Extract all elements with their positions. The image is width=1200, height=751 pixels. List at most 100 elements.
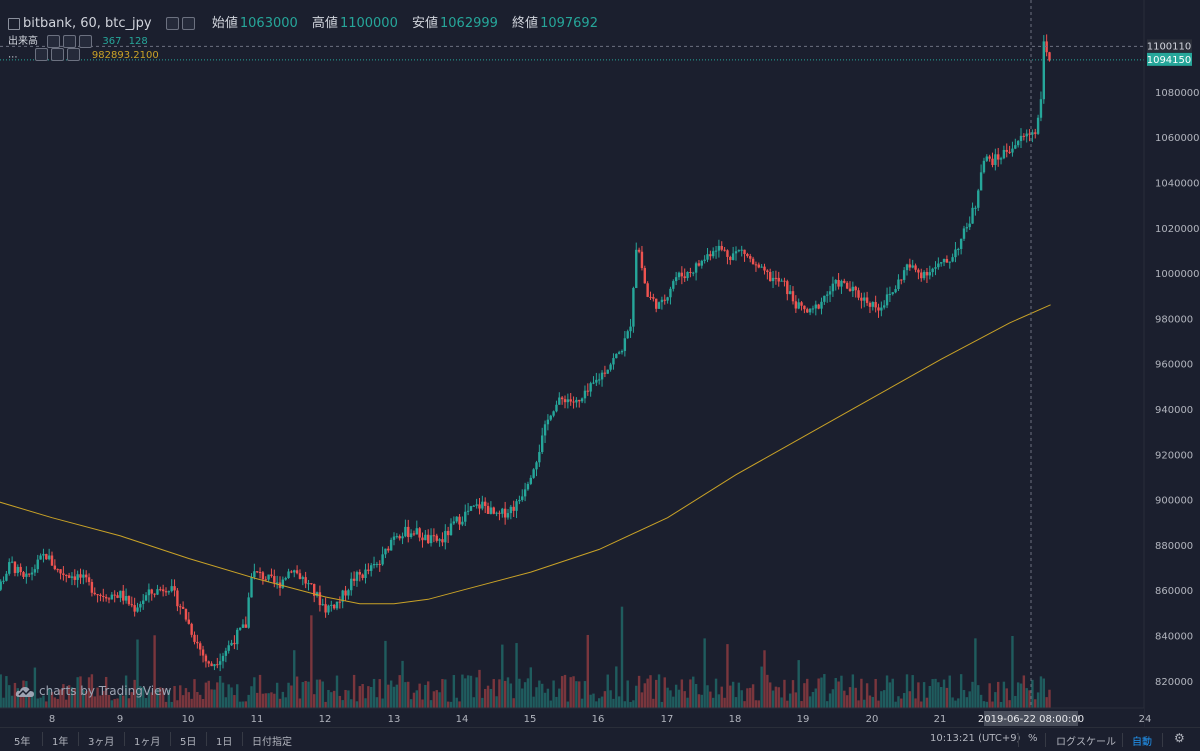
candle-body-295 <box>823 295 826 302</box>
candle-body-79 <box>207 661 210 664</box>
volume-bar-225 <box>623 701 627 708</box>
candle-body-255 <box>709 254 712 257</box>
candle-body-258 <box>717 245 721 251</box>
volume-bar-29 <box>65 699 68 708</box>
candle-body-163 <box>446 530 450 536</box>
candle-body-292 <box>814 304 817 309</box>
cloud-icon <box>15 686 35 697</box>
volume-bar-346 <box>968 691 971 708</box>
volume-bar-310 <box>865 683 869 708</box>
volume-bar-77 <box>201 699 205 708</box>
candle-body-12 <box>16 566 19 573</box>
candle-body-305 <box>851 286 855 292</box>
candle-body-80 <box>210 663 213 667</box>
time-tick-5: 13 <box>388 714 401 725</box>
candle-body-242 <box>672 281 675 289</box>
candle-body-129 <box>350 578 353 591</box>
ma-label: ... <box>8 49 18 61</box>
volume-bar-113 <box>304 680 307 708</box>
candle-body-105 <box>281 579 285 588</box>
candle-body-287 <box>800 302 803 306</box>
volume-close-icon[interactable] <box>79 34 93 48</box>
high-price-tag-label: 1100110 <box>1147 41 1192 52</box>
timeframe-1y[interactable]: 1年 <box>52 737 69 748</box>
volume-hide-icon[interactable] <box>63 34 77 48</box>
candle-body-158 <box>432 535 436 537</box>
open-value: 1063000 <box>239 16 298 31</box>
timeframe-1m[interactable]: 1ヶ月 <box>134 737 161 748</box>
candle-body-321 <box>897 279 900 290</box>
symbol-title: bitbank, 60, btc_jpy <box>23 16 152 31</box>
candle-body-245 <box>680 272 684 277</box>
volume-bar-43 <box>104 676 108 708</box>
volume-bar-275 <box>766 674 769 708</box>
settings-icon[interactable] <box>165 17 179 30</box>
candle-body-173 <box>475 504 478 506</box>
volume-settings-icon[interactable] <box>47 34 61 48</box>
time-axis-bg[interactable] <box>0 708 1144 727</box>
volume-bar-304 <box>848 687 852 708</box>
volume-bar-85 <box>224 697 228 708</box>
tradingview-watermark[interactable]: charts by TradingView <box>15 684 171 698</box>
candle-body-217 <box>600 372 604 380</box>
candle-body-363 <box>1016 141 1020 146</box>
volume-bar-293 <box>817 678 820 708</box>
candle-body-140 <box>381 554 384 565</box>
volume-bar-291 <box>811 691 815 708</box>
candle-body-76 <box>199 643 202 650</box>
volume-bar-139 <box>378 679 381 708</box>
candle-body-58 <box>147 589 151 596</box>
candle-body-308 <box>860 297 863 301</box>
candle-body-311 <box>868 302 872 307</box>
date-range-button[interactable]: 日付指定 <box>252 737 292 748</box>
volume-bar-295 <box>823 674 826 708</box>
volume-bar-330 <box>922 682 926 708</box>
volume-bars <box>0 606 1051 708</box>
volume-bar-266 <box>740 690 743 708</box>
candle-body-157 <box>429 535 433 544</box>
log-scale-toggle[interactable]: ログスケール <box>1056 737 1116 748</box>
ma-hide-icon[interactable] <box>50 48 64 61</box>
candle-body-319 <box>891 292 894 294</box>
candle-body-186 <box>512 506 515 511</box>
ma-settings-icon[interactable] <box>34 48 48 61</box>
volume-bar-135 <box>367 686 370 708</box>
time-tick-7: 15 <box>524 714 537 725</box>
candle-body-75 <box>196 641 199 644</box>
volume-bar-175 <box>481 697 484 708</box>
volume-bar-256 <box>712 697 715 708</box>
percent-toggle[interactable]: % <box>1028 733 1038 744</box>
time-tick-13: 21 <box>934 714 947 725</box>
candle-body-270 <box>751 258 755 265</box>
volume-bar-265 <box>737 682 741 708</box>
volume-bar-19 <box>36 698 39 708</box>
candle-body-54 <box>136 607 139 612</box>
ma-close-icon[interactable] <box>66 48 80 61</box>
candle-body-236 <box>655 298 658 309</box>
candle-body-72 <box>187 619 190 624</box>
timeframe-5y[interactable]: 5年 <box>14 737 31 748</box>
timeframe-1d[interactable]: 1日 <box>216 737 233 748</box>
candle-body-340 <box>951 257 954 262</box>
collapse-icon[interactable] <box>8 17 20 30</box>
candle-body-220 <box>609 364 612 370</box>
candle-body-351 <box>982 160 986 173</box>
volume-bar-320 <box>894 701 897 708</box>
timeframe-5d[interactable]: 5日 <box>180 737 197 748</box>
timeframe-3m[interactable]: 3ヶ月 <box>88 737 115 748</box>
volume-bar-209 <box>578 681 581 708</box>
price-axis-bg[interactable] <box>1144 0 1200 727</box>
candle-body-144 <box>392 536 396 540</box>
volume-bar-87 <box>230 687 233 708</box>
settings-gear-icon[interactable]: ⚙ <box>1174 731 1185 745</box>
candle-body-194 <box>535 462 538 470</box>
candle-body-121 <box>327 605 330 613</box>
candle-body-64 <box>164 591 168 593</box>
candle-body-221 <box>612 358 615 365</box>
hide-icon[interactable] <box>181 17 195 30</box>
auto-scale-toggle[interactable]: 自動 <box>1132 737 1152 748</box>
volume-bar-98 <box>261 693 265 708</box>
volume-bar-313 <box>874 678 877 708</box>
volume-bar-157 <box>429 700 433 708</box>
